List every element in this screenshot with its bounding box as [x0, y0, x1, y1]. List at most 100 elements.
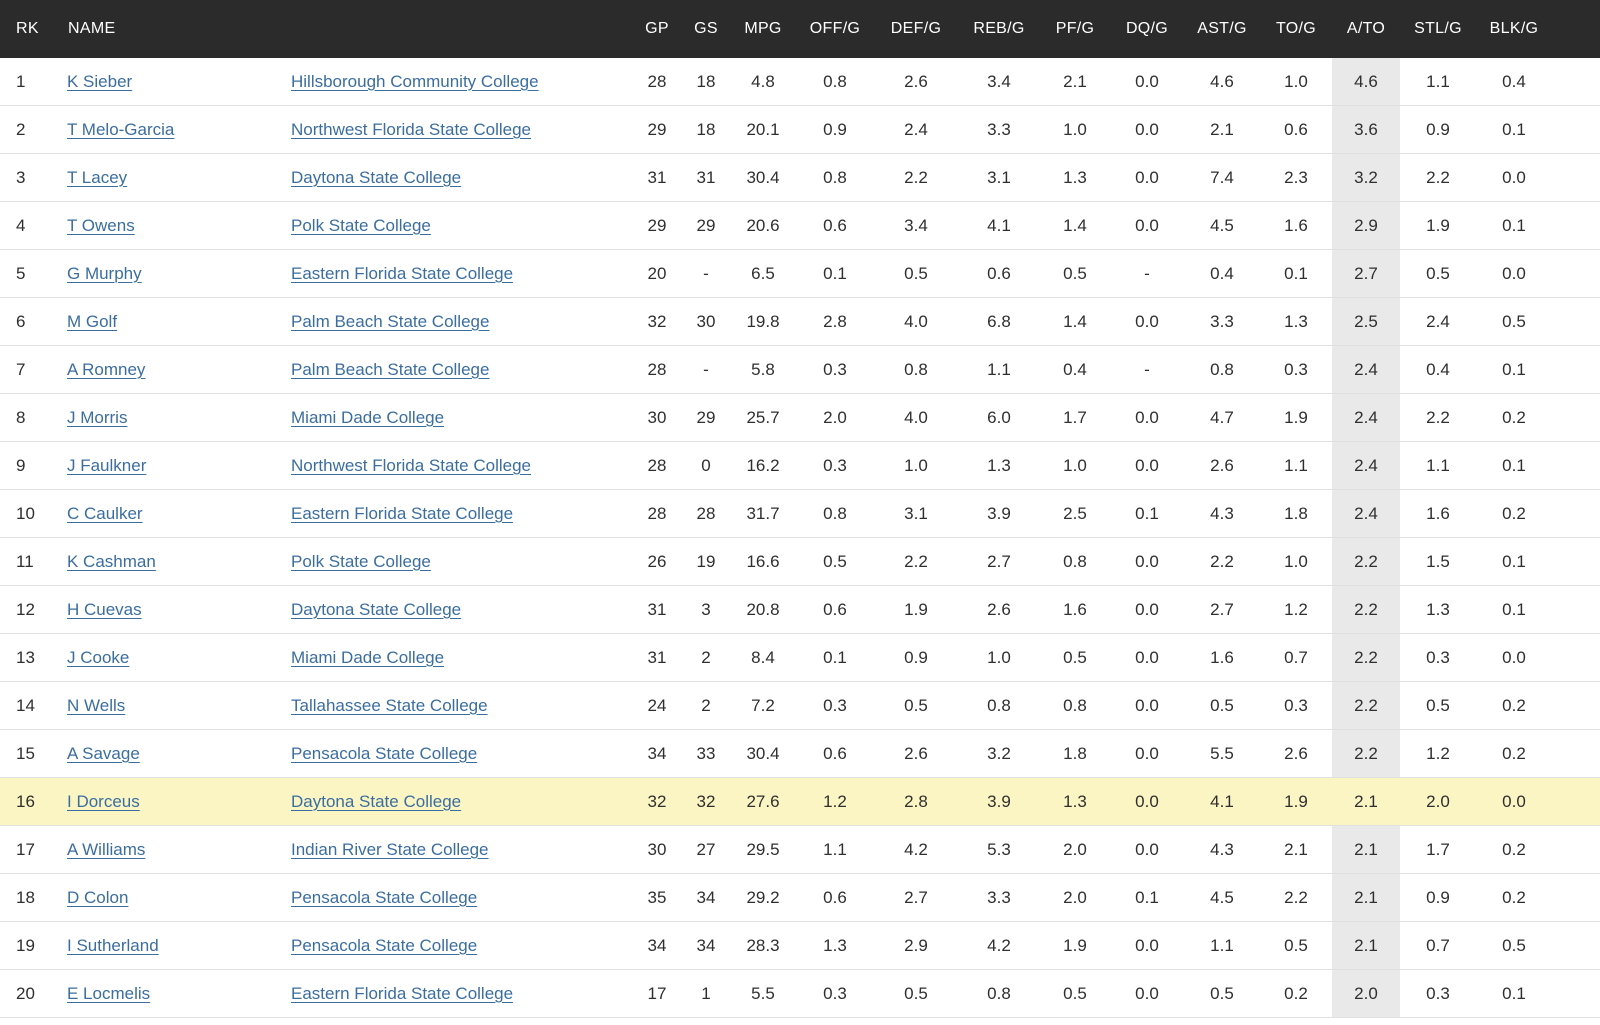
column-header-dq[interactable]: DQ/G: [1110, 0, 1184, 58]
def-cell: 3.1: [874, 489, 958, 538]
to-cell: 0.3: [1260, 345, 1332, 394]
column-header-to[interactable]: TO/G: [1260, 0, 1332, 58]
gs-cell: 34: [682, 921, 730, 970]
mpg-cell: 5.5: [730, 969, 796, 1018]
team-cell: Daytona State College: [276, 777, 632, 826]
team-cell: Palm Beach State College: [276, 297, 632, 346]
reb-cell: 3.9: [958, 489, 1040, 538]
team-link[interactable]: Daytona State College: [291, 791, 462, 811]
player-link[interactable]: G Murphy: [67, 263, 142, 283]
team-link[interactable]: Northwest Florida State College: [291, 455, 532, 475]
player-cell: A Williams: [52, 825, 276, 874]
team-link[interactable]: Tallahassee State College: [291, 695, 488, 715]
gp-cell: 28: [632, 345, 682, 394]
player-cell: H Cuevas: [52, 585, 276, 634]
mpg-cell: 29.5: [730, 825, 796, 874]
off-cell: 0.8: [796, 153, 874, 202]
player-link[interactable]: A Williams: [67, 839, 146, 859]
gp-cell: 32: [632, 777, 682, 826]
team-cell: Eastern Florida State College: [276, 489, 632, 538]
player-link[interactable]: J Cooke: [67, 647, 130, 667]
ast-cell: 1.1: [1184, 921, 1260, 970]
gp-cell: 17: [632, 969, 682, 1018]
table-row: 14 N Wells Tallahassee State College 24 2 7.2…: [0, 681, 1600, 730]
rank-cell: 19: [0, 921, 52, 970]
column-header-pf[interactable]: PF/G: [1040, 0, 1110, 58]
table-row: 10 C Caulker Eastern Florida State College…: [0, 489, 1600, 538]
team-link[interactable]: Pensacola State College: [291, 743, 478, 763]
player-link[interactable]: J Faulkner: [67, 455, 147, 475]
team-link[interactable]: Eastern Florida State College: [291, 263, 514, 283]
player-link[interactable]: D Colon: [67, 887, 129, 907]
gp-cell: 32: [632, 297, 682, 346]
column-header-stl[interactable]: STL/G: [1400, 0, 1476, 58]
team-cell: Indian River State College: [276, 825, 632, 874]
team-link[interactable]: Daytona State College: [291, 599, 462, 619]
column-header-off[interactable]: OFF/G: [796, 0, 874, 58]
player-link[interactable]: K Cashman: [67, 551, 156, 571]
team-link[interactable]: Eastern Florida State College: [291, 983, 514, 1003]
team-link[interactable]: Palm Beach State College: [291, 311, 490, 331]
team-link[interactable]: Palm Beach State College: [291, 359, 490, 379]
gs-cell: 0: [682, 441, 730, 490]
player-link[interactable]: J Morris: [67, 407, 128, 427]
to-cell: 0.7: [1260, 633, 1332, 682]
team-link[interactable]: Polk State College: [291, 551, 431, 571]
column-header-reb[interactable]: REB/G: [958, 0, 1040, 58]
player-link[interactable]: H Cuevas: [67, 599, 142, 619]
player-link[interactable]: I Sutherland: [67, 935, 159, 955]
column-header-ast[interactable]: AST/G: [1184, 0, 1260, 58]
player-link[interactable]: T Melo-Garcia: [67, 119, 175, 139]
ast-cell: 2.7: [1184, 585, 1260, 634]
column-header-rk[interactable]: RK: [0, 0, 52, 58]
player-cell: E Locmelis: [52, 969, 276, 1018]
player-link[interactable]: N Wells: [67, 695, 126, 715]
team-link[interactable]: Northwest Florida State College: [291, 119, 532, 139]
team-link[interactable]: Indian River State College: [291, 839, 489, 859]
player-link[interactable]: C Caulker: [67, 503, 143, 523]
def-cell: 2.2: [874, 537, 958, 586]
team-link[interactable]: Hillsborough Community College: [291, 71, 539, 91]
team-cell: Northwest Florida State College: [276, 441, 632, 490]
player-link[interactable]: A Savage: [67, 743, 140, 763]
column-header-mpg[interactable]: MPG: [730, 0, 796, 58]
table-body: 1 K Sieber Hillsborough Community College 2…: [0, 58, 1600, 1018]
team-cell: Palm Beach State College: [276, 345, 632, 394]
blk-cell: 0.5: [1476, 921, 1600, 970]
column-header-name[interactable]: NAME: [52, 0, 632, 58]
dq-cell: 0.0: [1110, 297, 1184, 346]
team-link[interactable]: Pensacola State College: [291, 935, 478, 955]
table-header: RK NAME GP GS MPG OFF/G DEF/G REB/G PF/G DQ/G AST/…: [0, 0, 1600, 58]
blk-cell: 0.1: [1476, 585, 1600, 634]
dq-cell: 0.0: [1110, 921, 1184, 970]
gs-cell: -: [682, 249, 730, 298]
team-link[interactable]: Daytona State College: [291, 167, 462, 187]
team-link[interactable]: Eastern Florida State College: [291, 503, 514, 523]
blk-cell: 0.1: [1476, 345, 1600, 394]
player-link[interactable]: E Locmelis: [67, 983, 151, 1003]
column-header-gs[interactable]: GS: [682, 0, 730, 58]
player-link[interactable]: T Owens: [67, 215, 135, 235]
column-header-ato[interactable]: A/TO: [1332, 0, 1400, 58]
off-cell: 1.3: [796, 921, 874, 970]
player-link[interactable]: T Lacey: [67, 167, 128, 187]
team-link[interactable]: Miami Dade College: [291, 407, 445, 427]
player-link[interactable]: I Dorceus: [67, 791, 140, 811]
ast-cell: 0.8: [1184, 345, 1260, 394]
team-link[interactable]: Polk State College: [291, 215, 431, 235]
player-link[interactable]: M Golf: [67, 311, 118, 331]
column-header-blk[interactable]: BLK/G: [1476, 0, 1600, 58]
off-cell: 2.0: [796, 393, 874, 442]
to-cell: 1.9: [1260, 393, 1332, 442]
player-link[interactable]: A Romney: [67, 359, 146, 379]
column-header-def[interactable]: DEF/G: [874, 0, 958, 58]
column-header-gp[interactable]: GP: [632, 0, 682, 58]
gs-cell: 18: [682, 58, 730, 106]
gp-cell: 28: [632, 441, 682, 490]
team-link[interactable]: Miami Dade College: [291, 647, 445, 667]
mpg-cell: 8.4: [730, 633, 796, 682]
player-link[interactable]: K Sieber: [67, 71, 133, 91]
team-link[interactable]: Pensacola State College: [291, 887, 478, 907]
gs-cell: -: [682, 345, 730, 394]
off-cell: 0.8: [796, 58, 874, 106]
